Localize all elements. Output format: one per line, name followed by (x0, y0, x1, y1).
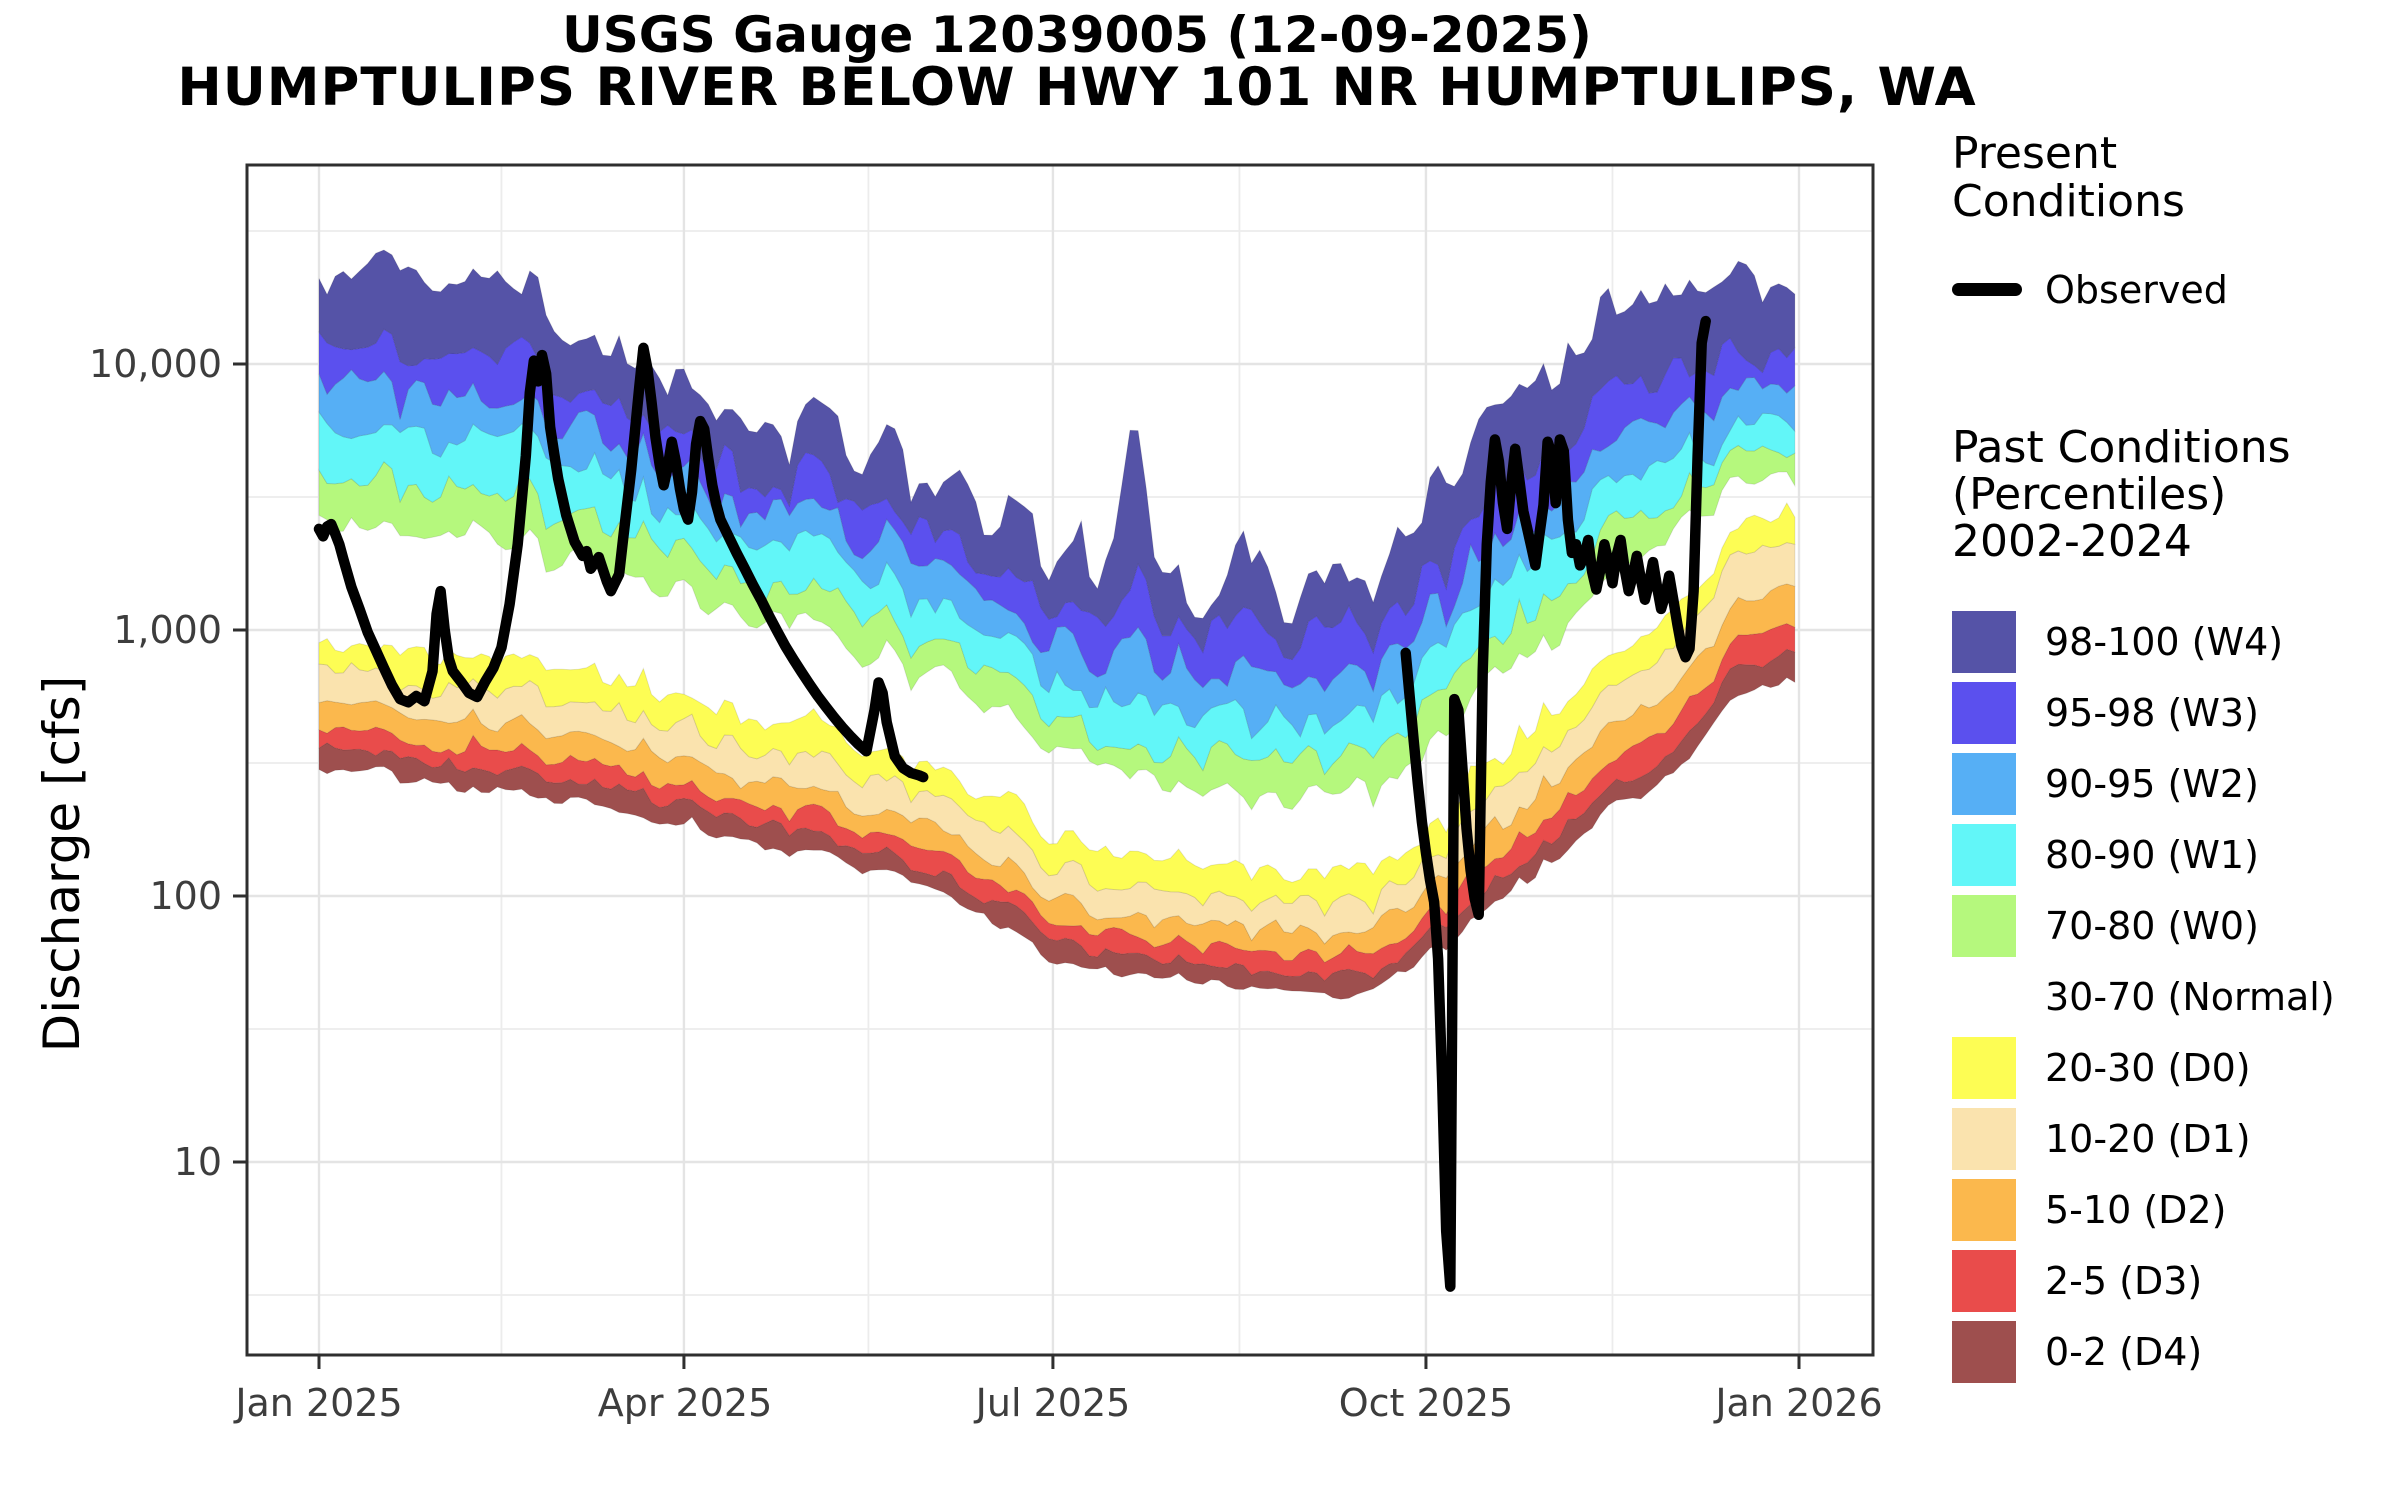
percentile-bands (318, 249, 1796, 1000)
legend-item-label: 0-2 (D4) (2045, 1330, 2203, 1374)
legend-swatch-d4 (1952, 1321, 2016, 1383)
legend-item-label: 30-70 (Normal) (2045, 975, 2335, 1019)
legend-item-label: 20-30 (D0) (2045, 1046, 2251, 1090)
legend-swatch-w1 (1952, 824, 2016, 886)
y-tick-label-10: 10 (173, 1140, 222, 1184)
legend-swatch-normal (1952, 966, 2016, 1028)
x-tick-label-jan2026: Jan 2026 (1715, 1381, 1883, 1425)
observed-line (313, 315, 1711, 1292)
legend-item-label: 90-95 (W2) (2045, 762, 2259, 806)
legend-swatch-d2 (1952, 1179, 2016, 1241)
legend-past-title: Past Conditions (Percentiles) 2002-2024 (1952, 424, 2291, 565)
observed-line-swatch (1952, 283, 2022, 296)
x-tick-label-jan2025: Jan 2025 (235, 1381, 403, 1425)
observed-label: Observed (2045, 268, 2228, 312)
axis-ticks (233, 362, 1801, 1369)
legend-item-label: 10-20 (D1) (2045, 1117, 2251, 1161)
page-subtitle: HUMPTULIPS RIVER BELOW HWY 101 NR HUMPTU… (177, 57, 1977, 118)
legend-swatch-w3 (1952, 682, 2016, 744)
legend-item-label: 98-100 (W4) (2045, 620, 2284, 664)
y-tick-label-100: 100 (149, 874, 222, 918)
legend-present-title-line1: Present (1952, 128, 2118, 179)
legend-swatch-w4 (1952, 611, 2016, 673)
legend-present-title: Present Conditions (1952, 130, 2185, 226)
y-tick-label-1000: 1,000 (113, 608, 222, 652)
y-tick-label-10000: 10,000 (89, 342, 222, 386)
x-tick-label-jul2025: Jul 2025 (975, 1381, 1131, 1425)
legend-swatch-w0 (1952, 895, 2016, 957)
legend-item-label: 5-10 (D2) (2045, 1188, 2227, 1232)
x-tick-label-oct2025: Oct 2025 (1338, 1381, 1514, 1425)
legend-swatch-d0 (1952, 1037, 2016, 1099)
legend-item-label: 70-80 (W0) (2045, 904, 2259, 948)
x-tick-label-apr2025: Apr 2025 (597, 1381, 773, 1425)
legend-swatch-d3 (1952, 1250, 2016, 1312)
legend-item-label: 95-98 (W3) (2045, 691, 2259, 735)
legend-swatch-d1 (1952, 1108, 2016, 1170)
page-title: USGS Gauge 12039005 (12-09-2025) (562, 6, 1592, 64)
legend-past-title-line1: Past Conditions (1952, 422, 2291, 473)
legend-item-label: 2-5 (D3) (2045, 1259, 2203, 1303)
legend-past-title-line2: (Percentiles) (1952, 469, 2227, 520)
legend-item-label: 80-90 (W1) (2045, 833, 2259, 877)
legend-present-title-line2: Conditions (1952, 176, 2185, 227)
legend-swatch-w2 (1952, 753, 2016, 815)
legend-past-title-line3: 2002-2024 (1952, 516, 2192, 567)
